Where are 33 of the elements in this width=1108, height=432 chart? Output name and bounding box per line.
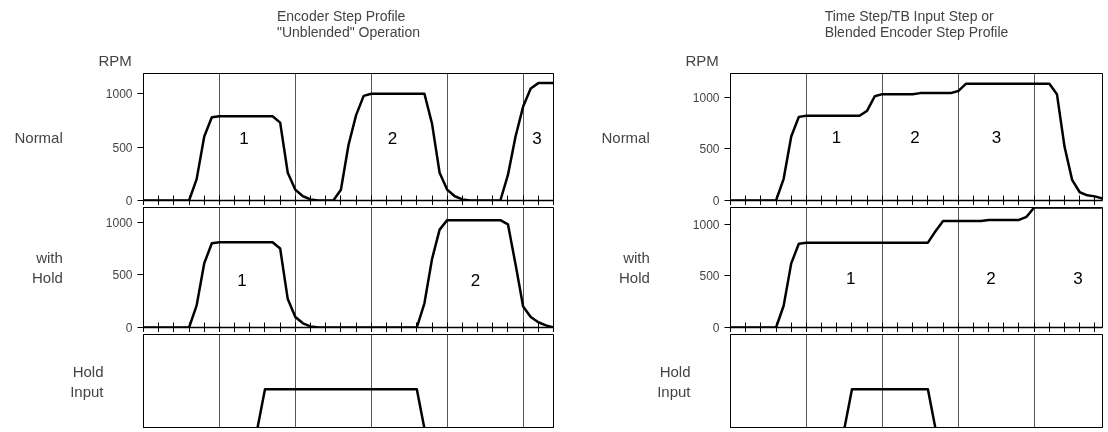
annotation: 3 [1073, 269, 1083, 289]
y-axis-title: Normal [14, 128, 63, 146]
annotation: 1 [237, 270, 247, 290]
y-tick-label: 1000 [692, 217, 720, 232]
y-tick-label: 1000 [105, 87, 133, 102]
y-tick-label: 500 [112, 268, 133, 283]
annotation: 2 [470, 270, 481, 290]
annotation: 3 [991, 128, 1002, 147]
y-axis-title: Hold Input [657, 362, 692, 401]
annotation: 2 [387, 129, 398, 149]
y-tick-label: 0 [125, 321, 133, 335]
annotation: 2 [986, 269, 996, 289]
y-tick-label: 0 [125, 194, 133, 208]
y-tick-label: 0 [712, 321, 720, 335]
y-axis-title: with Hold [618, 248, 650, 287]
y-axis-title: Normal [601, 128, 650, 146]
y-axis-title: with Hold [31, 248, 63, 287]
annotation: 1 [831, 128, 842, 147]
y-axis-title: Hold Input [70, 362, 105, 401]
text: RPM [685, 51, 719, 69]
annotation: 3 [532, 129, 542, 149]
y-tick-label: 0 [712, 194, 720, 208]
annotation: 1 [239, 129, 249, 149]
y-tick-label: 1000 [105, 215, 133, 230]
y-tick-label: 500 [699, 269, 720, 284]
text: RPM [98, 51, 132, 69]
y-tick-label: 500 [112, 140, 133, 155]
y-tick-label: 1000 [692, 90, 720, 105]
annotation: 1 [845, 269, 856, 289]
chart-title: Time Step/TB Input Step or Blended Encoder Step Profile [824, 7, 1009, 40]
y-tick-label: 500 [699, 142, 720, 157]
annotation: 2 [910, 128, 920, 147]
chart-title: Encoder Step Profile "Unblended" Operation [276, 7, 421, 40]
